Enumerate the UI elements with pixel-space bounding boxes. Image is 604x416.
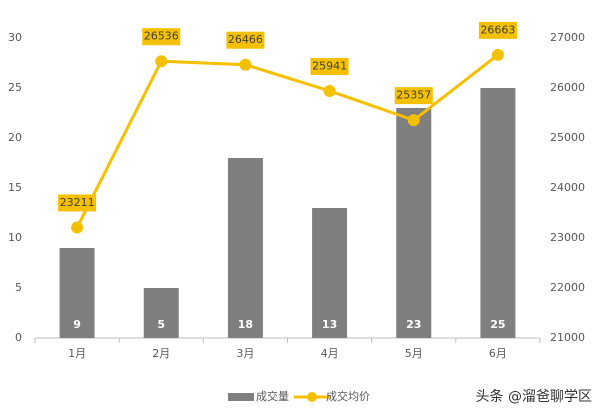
line (75, 53, 499, 229)
bar-value-label: 23 (406, 318, 421, 331)
bar-value-label: 9 (73, 318, 81, 331)
y-tick-label: 20 (8, 131, 22, 144)
y2-tick-label: 24000 (550, 181, 585, 194)
watermark: 头条 @溜爸聊学区 (476, 388, 592, 405)
value-label-box (478, 21, 517, 39)
y2-tick-label: 27000 (550, 31, 585, 44)
y2-tick-label: 25000 (550, 131, 585, 144)
value-label-box (310, 57, 349, 75)
bar (227, 158, 263, 338)
bar-value-label: 18 (238, 318, 253, 331)
line-value-label: 26536 (144, 30, 179, 43)
line-marker (71, 221, 84, 234)
legend-swatch (307, 392, 317, 402)
line-value-label: 25941 (312, 59, 347, 72)
y-tick-label: 30 (8, 31, 22, 44)
x-tick-label: 1月 (68, 347, 86, 360)
bar-value-label: 13 (322, 318, 337, 331)
bar-value-label: 5 (157, 318, 165, 331)
line-marker (155, 55, 168, 68)
y-tick-label: 5 (15, 281, 22, 294)
y2-tick-label: 26000 (550, 81, 585, 94)
x-tick-label: 2月 (152, 347, 170, 360)
line-marker (239, 58, 252, 71)
y-tick-label: 25 (8, 81, 22, 94)
line-marker (491, 48, 504, 61)
y2-tick-label: 22000 (550, 281, 585, 294)
line-value-label: 23211 (60, 196, 95, 209)
legend-label: 成交量 (256, 389, 289, 403)
line-marker (323, 84, 336, 97)
line-value-label: 26466 (228, 33, 263, 46)
y-tick-label: 15 (8, 181, 22, 194)
line-marker (407, 114, 420, 127)
legend-label: 成交均价 (326, 389, 370, 403)
value-label-box (226, 31, 265, 49)
y-tick-label: 10 (8, 231, 22, 244)
y2-tick-label: 23000 (550, 231, 585, 244)
x-tick-label: 4月 (321, 347, 339, 360)
bar (143, 288, 179, 338)
value-label-box (142, 28, 181, 46)
bar (59, 248, 95, 338)
bar-value-label: 25 (490, 318, 505, 331)
bar (396, 108, 432, 338)
legend-swatch (228, 393, 254, 401)
x-tick-label: 5月 (405, 347, 423, 360)
x-tick-label: 6月 (489, 347, 507, 360)
bar (480, 88, 516, 338)
line-value-label: 25357 (396, 89, 431, 102)
y2-tick-label: 21000 (550, 331, 585, 344)
bar (312, 208, 348, 338)
value-label-box (58, 194, 97, 212)
value-label-box (394, 87, 433, 105)
line-value-label: 26663 (480, 23, 515, 36)
x-tick-label: 3月 (236, 347, 254, 360)
y-tick-label: 0 (15, 331, 22, 344)
